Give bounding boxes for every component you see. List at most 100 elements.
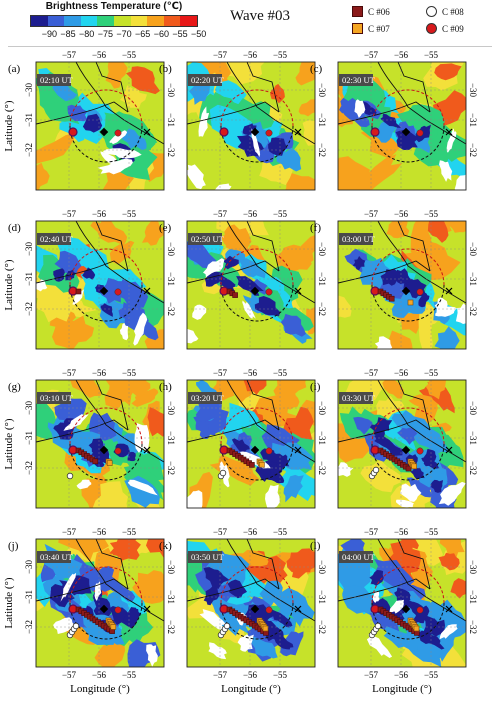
station-cross bbox=[143, 287, 151, 295]
panel-letter: (f) bbox=[310, 222, 321, 234]
range-ring-upper bbox=[69, 407, 143, 445]
temperature-cell bbox=[268, 137, 288, 156]
x-tick-label: −56 bbox=[394, 670, 409, 680]
temperature-cell bbox=[58, 539, 109, 562]
map-panel: 02:20 UT (b) −57 −56 −55 −30 −31 −32 bbox=[159, 50, 327, 191]
range-ring-upper bbox=[69, 248, 143, 286]
range-ring-lower bbox=[220, 443, 294, 481]
x-tick-label: −55 bbox=[122, 368, 137, 378]
panel-frame bbox=[35, 379, 165, 509]
x-tick-label: −56 bbox=[394, 368, 409, 378]
temperature-cell bbox=[267, 450, 290, 468]
colorbar-tick-label: −85 bbox=[60, 29, 76, 39]
time-stamp-box bbox=[339, 551, 373, 563]
temperature-cell bbox=[100, 303, 113, 317]
station-diamond bbox=[250, 286, 260, 296]
station-diamond bbox=[99, 127, 109, 137]
station-diamond bbox=[401, 604, 411, 614]
y-axis-label: Latitude (°) bbox=[3, 577, 15, 628]
coastline bbox=[338, 419, 431, 443]
cell-07-marker bbox=[259, 461, 265, 468]
map-panel: 02:10 UT (a) −57 −56 −55 −30 −31 −32 −30 −31 −32 La… bbox=[3, 50, 176, 191]
time-stamp-box bbox=[37, 74, 71, 86]
temperature-cell bbox=[408, 394, 448, 408]
river-outline bbox=[397, 539, 431, 590]
temperature-cell bbox=[127, 479, 158, 496]
temperature-cell bbox=[187, 164, 206, 190]
colorbar-ticks: −90 −85 −80 −75 −70 −65 −60 −55 −50 bbox=[0, 29, 230, 41]
y-tick-label: −31 bbox=[166, 113, 176, 127]
y-tick-label: −31 bbox=[166, 431, 176, 445]
time-stamp: 04:00 UT bbox=[339, 551, 376, 563]
time-stamp-label: 02:40 UT bbox=[40, 234, 74, 244]
time-stamp: 02:20 UT bbox=[188, 74, 225, 86]
temperature-cell bbox=[295, 62, 315, 86]
legend-item: C #09 bbox=[426, 23, 464, 34]
temperature-cell bbox=[360, 459, 402, 493]
y-tick-label: −31 bbox=[24, 590, 34, 604]
temperature-cell bbox=[434, 326, 460, 349]
y-tick-label: −30 bbox=[468, 83, 478, 98]
time-stamp-box bbox=[37, 392, 71, 404]
temperature-cell bbox=[92, 481, 128, 508]
station-diamond bbox=[401, 445, 411, 455]
range-ring-lower bbox=[371, 284, 445, 322]
legend-item: C #08 bbox=[426, 6, 464, 17]
x-tick-label: −57 bbox=[62, 670, 77, 680]
range-ring-upper bbox=[371, 407, 445, 445]
x-tick-label: −56 bbox=[243, 527, 258, 537]
y-tick-label: −31 bbox=[317, 431, 327, 445]
temperature-cell bbox=[369, 570, 384, 586]
y-tick-label: −31 bbox=[468, 113, 478, 127]
panel-letter: (g) bbox=[8, 381, 21, 393]
colorbar-tick-label: −90 bbox=[41, 29, 57, 39]
range-ring-upper bbox=[371, 248, 445, 286]
y-tick-label: −31 bbox=[468, 590, 478, 604]
river-outline bbox=[246, 221, 280, 272]
panel-frame bbox=[35, 61, 165, 191]
river-outline bbox=[397, 221, 431, 272]
y-tick-label: −31 bbox=[24, 431, 34, 445]
map-panel: 03:30 UT (i) −57 −56 −55 −30 −31 −32 bbox=[310, 368, 478, 509]
temperature-cell bbox=[289, 548, 315, 579]
cell-08-marker bbox=[372, 466, 380, 474]
colorbar-tick-label: −65 bbox=[135, 29, 151, 39]
temperature-cell bbox=[454, 174, 466, 190]
coastline bbox=[187, 260, 280, 284]
temperature-cell bbox=[418, 292, 430, 308]
temperature-cell bbox=[54, 250, 82, 274]
temperature-cell bbox=[126, 66, 160, 95]
cell-08-marker bbox=[374, 622, 382, 630]
x-tick-label: −57 bbox=[213, 209, 228, 219]
legend-circle-marker bbox=[426, 23, 437, 34]
station-red-dot bbox=[265, 447, 273, 455]
time-stamp: 02:30 UT bbox=[339, 74, 376, 86]
x-tick-label: −55 bbox=[424, 527, 439, 537]
separator bbox=[8, 46, 492, 47]
station-red-dot bbox=[416, 129, 424, 137]
range-ring-upper bbox=[371, 566, 445, 604]
river-outline bbox=[397, 380, 431, 431]
y-tick-label: −30 bbox=[166, 401, 176, 416]
range-ring-lower bbox=[69, 284, 143, 322]
legend-item: C #07 bbox=[352, 23, 390, 34]
cell-08-marker bbox=[72, 622, 80, 630]
temperature-cell bbox=[52, 315, 95, 349]
temperature-cell bbox=[455, 303, 466, 324]
range-ring-upper bbox=[220, 248, 294, 286]
time-stamp-box bbox=[188, 392, 222, 404]
station-diamond bbox=[401, 286, 411, 296]
time-stamp-box bbox=[188, 233, 222, 245]
temperature-cell bbox=[380, 268, 402, 286]
temperature-cell bbox=[382, 380, 404, 399]
temperature-cell bbox=[374, 121, 397, 143]
temperature-cell bbox=[120, 85, 147, 109]
river-outline bbox=[95, 539, 129, 590]
cell-07-marker bbox=[407, 299, 414, 306]
temperature-cell bbox=[104, 380, 135, 411]
time-stamp-label: 02:30 UT bbox=[342, 75, 376, 85]
temperature-cell bbox=[338, 295, 352, 318]
temperature-cell bbox=[413, 605, 430, 624]
temperature-cell bbox=[255, 464, 272, 482]
x-axis-label: Longitude (°) bbox=[221, 683, 281, 695]
